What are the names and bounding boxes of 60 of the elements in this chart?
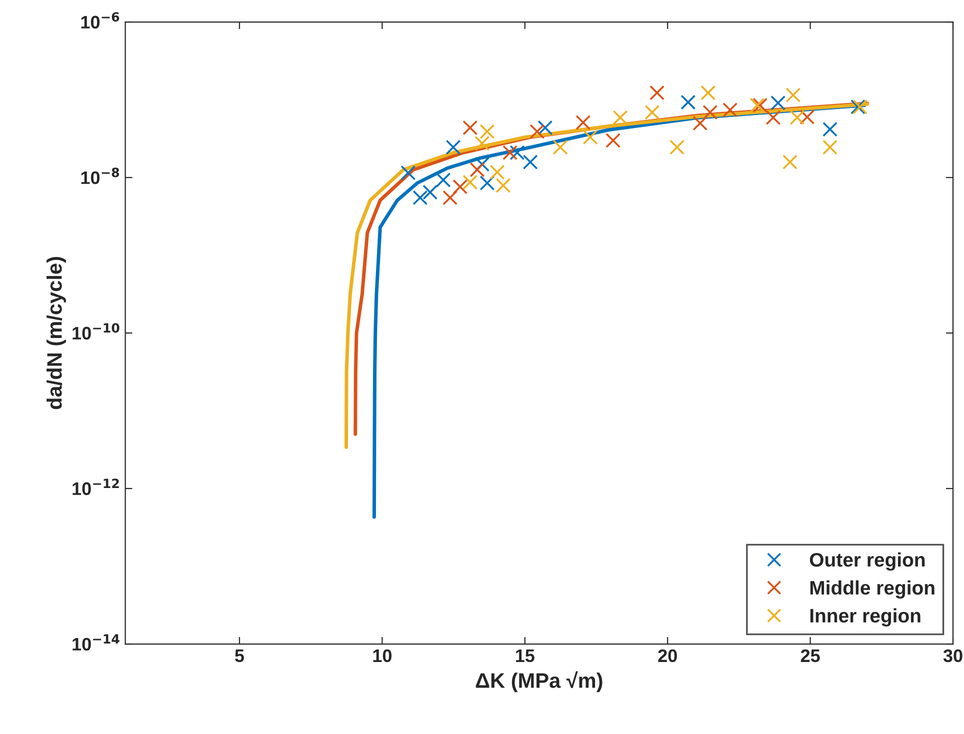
point [530,124,545,140]
point [480,124,495,140]
y-tick-label: 10$^{−10}$ [72,323,120,340]
y-tick-label: 10$^{−6}$ [81,12,120,29]
point [442,190,458,206]
point [474,156,490,172]
point [680,94,696,110]
point [480,176,495,190]
y-axis-title: da/dN (m/cycle) [46,257,66,410]
point [576,115,591,130]
point [452,179,468,194]
point [552,140,568,155]
point [400,165,416,180]
point [422,184,438,200]
x-axis-title: ΔK (MPa √m) [476,671,602,692]
point [750,98,765,113]
point [650,85,665,100]
x-tick-label: 25 [800,649,820,662]
point [606,132,621,148]
point [644,104,660,120]
x-tick-label: 15 [516,650,534,662]
y-tick-label: 10$^{−14}$ [72,634,120,651]
x-tick-label: 10 [373,649,392,662]
point [670,140,685,155]
point [496,178,511,193]
point [790,110,805,126]
point [782,154,798,170]
point [446,140,461,155]
y-tick-label: 10$^{−8}$ [81,168,120,184]
point [766,110,781,126]
legend-label: Inner region [810,608,920,627]
point [462,120,478,136]
point [510,145,525,160]
point [538,120,553,136]
legend-label: Middle region [810,580,934,599]
point [462,174,478,190]
point [582,130,598,145]
point [470,162,485,178]
point [502,145,518,160]
point [786,88,801,103]
point [752,98,768,113]
x-tick-label: 30 [943,649,962,662]
point [474,136,490,151]
point [692,116,708,131]
point [822,122,838,137]
point [436,172,451,188]
point [822,140,838,155]
point [412,190,428,206]
point [612,110,628,126]
point [522,154,538,170]
point [722,102,738,118]
point [490,164,505,180]
point [770,95,786,110]
point [800,110,815,125]
x-tick-label: 20 [658,649,677,662]
legend-label: Outer region [810,552,925,571]
point [702,104,718,120]
point [700,85,716,100]
y-tick-label: 10$^{−12}$ [72,478,119,496]
x-tick-label: 5 [235,650,244,662]
